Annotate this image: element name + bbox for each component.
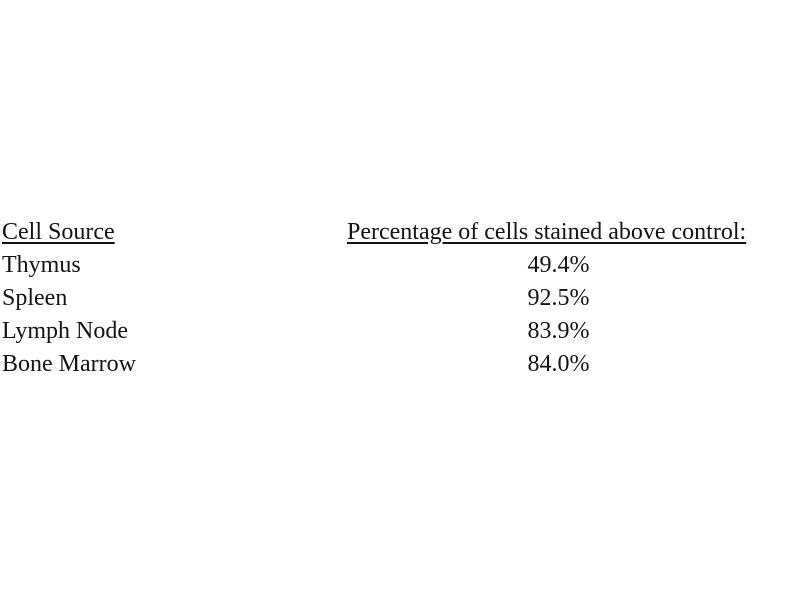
cell-source-value: Spleen bbox=[2, 285, 68, 311]
cell-source-value: Lymph Node bbox=[2, 318, 128, 344]
table-row: Spleen 92.5% bbox=[2, 282, 798, 315]
cell-source-value: Thymus bbox=[2, 252, 81, 278]
table-row: Thymus 49.4% bbox=[2, 249, 798, 282]
table-row: Lymph Node 83.9% bbox=[2, 315, 798, 348]
table-row: Bone Marrow 84.0% bbox=[2, 348, 798, 381]
column-header-percentage: Percentage of cells stained above contro… bbox=[347, 216, 798, 249]
cell-source-header-label: Cell Source bbox=[2, 219, 115, 245]
cell-staining-table: Cell Source Percentage of cells stained … bbox=[2, 216, 798, 381]
percentage-value: 92.5% bbox=[527, 285, 590, 311]
percentage-header-label: Percentage of cells stained above contro… bbox=[347, 219, 747, 245]
percentage-value: 49.4% bbox=[527, 252, 590, 278]
cell-source-value: Bone Marrow bbox=[2, 351, 136, 377]
percentage-value: 84.0% bbox=[527, 351, 590, 377]
column-header-cell-source: Cell Source bbox=[2, 216, 347, 249]
table-header-row: Cell Source Percentage of cells stained … bbox=[2, 216, 798, 249]
percentage-value: 83.9% bbox=[527, 318, 590, 344]
